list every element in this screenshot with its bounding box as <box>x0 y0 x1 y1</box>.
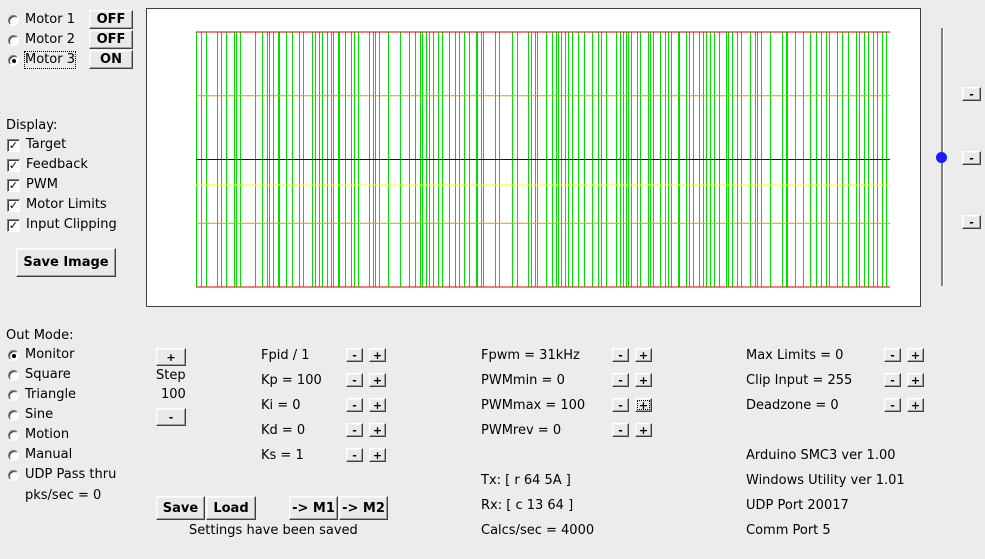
clip-input-plus-button[interactable]: + <box>907 373 924 387</box>
input-clipping-checkbox[interactable]: ✓ <box>7 219 20 232</box>
mode-udp-label: UDP Pass thru <box>25 467 117 482</box>
kd-label: Kd = 0 <box>261 423 306 438</box>
fpwm-minus-button[interactable]: - <box>612 348 629 362</box>
step-plus-button[interactable]: + <box>156 348 186 366</box>
pwmmax-plus-button[interactable]: + <box>635 398 652 412</box>
tx-readout: Tx: [ r 64 5A ] <box>481 473 571 488</box>
pwm-chart <box>196 31 890 288</box>
calcs-readout: Calcs/sec = 4000 <box>481 523 595 538</box>
copy-to-m2-button[interactable]: -> M2 <box>339 496 388 520</box>
deadzone-label: Deadzone = 0 <box>746 398 839 413</box>
deadzone-minus-button[interactable]: - <box>884 398 901 412</box>
pwmmax-minus-button[interactable]: - <box>612 398 629 412</box>
mode-manual-radio[interactable] <box>8 450 19 461</box>
fpwm-label: Fpwm = 31kHz <box>481 348 580 363</box>
mode-manual-label: Manual <box>25 447 73 462</box>
step-minus-button[interactable]: - <box>156 408 186 426</box>
step-value: 100 <box>161 387 186 402</box>
mode-sine-label: Sine <box>25 407 54 422</box>
fpid-minus-button[interactable]: - <box>346 348 363 362</box>
step-label: Step <box>156 368 186 383</box>
kd-plus-button[interactable]: + <box>369 423 386 437</box>
pwm-label: PWM <box>26 177 58 192</box>
udp-port: UDP Port 20017 <box>746 498 849 513</box>
windows-version: Windows Utility ver 1.01 <box>746 473 905 488</box>
ks-plus-button[interactable]: + <box>369 448 386 462</box>
ks-label: Ks = 1 <box>261 448 304 463</box>
ki-minus-button[interactable]: - <box>346 398 363 412</box>
motor-limits-checkbox[interactable]: ✓ <box>7 199 20 212</box>
kp-plus-button[interactable]: + <box>369 373 386 387</box>
pwmrev-label: PWMrev = 0 <box>481 423 562 438</box>
pwmmax-label: PWMmax = 100 <box>481 398 586 413</box>
scale-up-button[interactable]: - <box>962 87 981 101</box>
mode-motion-radio[interactable] <box>8 430 19 441</box>
kp-minus-button[interactable]: - <box>346 373 363 387</box>
display-title: Display: <box>6 118 58 133</box>
zoom-slider-handle[interactable] <box>936 152 947 163</box>
motor2-toggle-button[interactable]: OFF <box>89 30 133 49</box>
feedback-checkbox[interactable]: ✓ <box>7 159 20 172</box>
motor2-label: Motor 2 <box>25 32 75 47</box>
chart-panel <box>146 8 921 307</box>
copy-to-m1-button[interactable]: -> M1 <box>289 496 338 520</box>
feedback-label: Feedback <box>26 157 88 172</box>
status-message: Settings have been saved <box>189 523 358 538</box>
arduino-version: Arduino SMC3 ver 1.00 <box>746 448 896 463</box>
max-limits-plus-button[interactable]: + <box>907 348 924 362</box>
rx-readout: Rx: [ c 13 64 ] <box>481 498 574 513</box>
motor3-toggle-button[interactable]: ON <box>89 50 133 69</box>
mode-udp-radio[interactable] <box>8 470 19 481</box>
input-clipping-label: Input Clipping <box>26 217 117 232</box>
motor1-label: Motor 1 <box>25 12 75 27</box>
mode-triangle-label: Triangle <box>25 387 77 402</box>
mode-square-radio[interactable] <box>8 370 19 381</box>
motor1-radio[interactable] <box>8 15 19 26</box>
scale-mid-button[interactable]: - <box>962 151 981 165</box>
clip-input-minus-button[interactable]: - <box>884 373 901 387</box>
fpid-label: Fpid / 1 <box>261 348 310 363</box>
mode-triangle-radio[interactable] <box>8 390 19 401</box>
pwmmin-plus-button[interactable]: + <box>635 373 652 387</box>
ki-plus-button[interactable]: + <box>369 398 386 412</box>
scale-down-button[interactable]: - <box>962 215 981 229</box>
pwm-checkbox[interactable]: ✓ <box>7 179 20 192</box>
pks-sec-readout: pks/sec = 0 <box>25 488 102 503</box>
out-mode-title: Out Mode: <box>6 328 74 343</box>
pwmrev-plus-button[interactable]: + <box>635 423 652 437</box>
mode-square-label: Square <box>25 367 71 382</box>
max-limits-minus-button[interactable]: - <box>884 348 901 362</box>
save-image-button[interactable]: Save Image <box>16 248 116 277</box>
motor3-label: Motor 3 <box>24 51 76 69</box>
ks-minus-button[interactable]: - <box>346 448 363 462</box>
pwmmin-label: PWMmin = 0 <box>481 373 565 388</box>
motor-limits-label: Motor Limits <box>26 197 107 212</box>
pwmrev-minus-button[interactable]: - <box>612 423 629 437</box>
kd-minus-button[interactable]: - <box>346 423 363 437</box>
deadzone-plus-button[interactable]: + <box>907 398 924 412</box>
mode-sine-radio[interactable] <box>8 410 19 421</box>
target-label: Target <box>26 137 67 152</box>
mode-monitor-label: Monitor <box>25 347 75 362</box>
ki-label: Ki = 0 <box>261 398 301 413</box>
motor3-radio[interactable] <box>8 55 19 66</box>
save-button[interactable]: Save <box>156 496 205 520</box>
mode-motion-label: Motion <box>25 427 70 442</box>
comm-port: Comm Port 5 <box>746 523 831 538</box>
pwmmin-minus-button[interactable]: - <box>612 373 629 387</box>
motor1-toggle-button[interactable]: OFF <box>89 10 133 29</box>
max-limits-label: Max Limits = 0 <box>746 348 844 363</box>
motor2-radio[interactable] <box>8 35 19 46</box>
kp-label: Kp = 100 <box>261 373 322 388</box>
fpid-plus-button[interactable]: + <box>369 348 386 362</box>
fpwm-plus-button[interactable]: + <box>635 348 652 362</box>
load-button[interactable]: Load <box>206 496 256 520</box>
clip-input-label: Clip Input = 255 <box>746 373 853 388</box>
target-checkbox[interactable]: ✓ <box>7 139 20 152</box>
mode-monitor-radio[interactable] <box>8 350 19 361</box>
